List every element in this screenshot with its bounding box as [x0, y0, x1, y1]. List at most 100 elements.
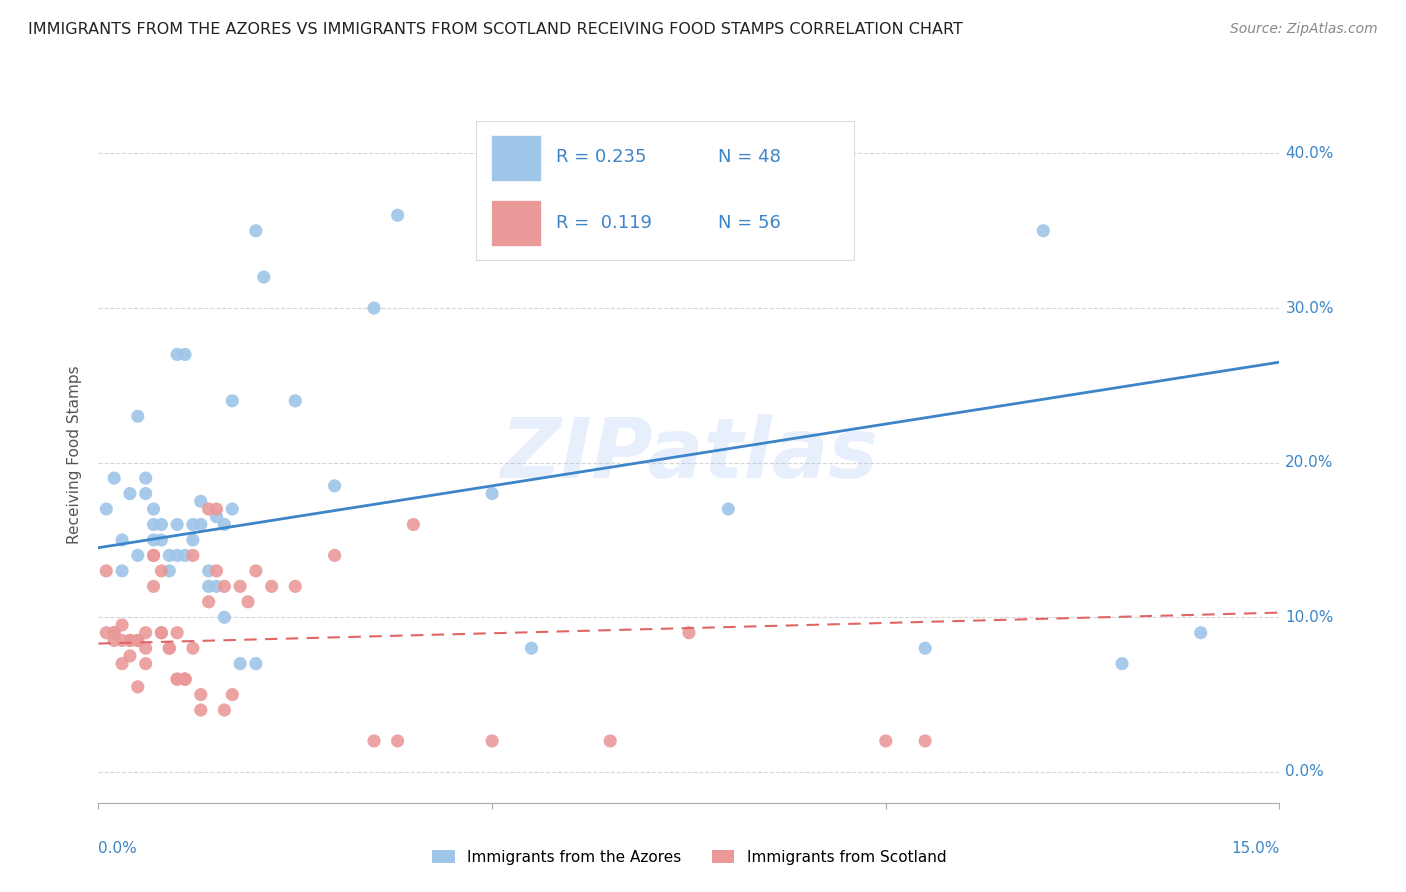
Point [157, 549, 180, 563]
Point [103, 625, 125, 640]
Point [221, 393, 243, 408]
Point [142, 502, 165, 516]
Point [181, 533, 204, 547]
Point [135, 486, 157, 500]
Legend: Immigrants from the Azores, Immigrants from Scotland: Immigrants from the Azores, Immigrants f… [432, 850, 946, 864]
Point [197, 564, 219, 578]
Point [205, 564, 228, 578]
Point [190, 517, 212, 532]
Point [111, 564, 134, 578]
Point [205, 509, 228, 524]
Point [174, 549, 197, 563]
Text: 20.0%: 20.0% [1285, 455, 1334, 470]
Text: 10.0%: 10.0% [1285, 610, 1334, 624]
Point [96, 564, 118, 578]
Point [166, 625, 188, 640]
Point [174, 672, 197, 686]
Point [190, 703, 212, 717]
Text: ZIPatlas: ZIPatlas [501, 415, 877, 495]
Point [166, 672, 188, 686]
Text: 0.0%: 0.0% [98, 841, 138, 856]
Point [181, 517, 204, 532]
Point [118, 633, 141, 648]
Point [205, 502, 228, 516]
Point [157, 564, 180, 578]
Point [678, 625, 700, 640]
Point [118, 633, 141, 648]
Point [245, 224, 267, 238]
Point [481, 486, 503, 500]
Point [103, 471, 125, 485]
Point [1189, 625, 1212, 640]
Point [214, 610, 236, 624]
Point [127, 549, 149, 563]
Point [135, 625, 157, 640]
Point [103, 633, 125, 648]
Point [135, 657, 157, 671]
Point [1111, 657, 1133, 671]
Point [118, 648, 141, 663]
Point [190, 688, 212, 702]
Point [150, 564, 173, 578]
Point [166, 347, 188, 361]
Point [323, 479, 346, 493]
Point [142, 517, 165, 532]
Point [181, 641, 204, 656]
Point [157, 641, 180, 656]
Point [96, 502, 118, 516]
Point [214, 579, 236, 593]
Point [174, 672, 197, 686]
Text: 40.0%: 40.0% [1285, 146, 1334, 161]
Point [96, 625, 118, 640]
Point [118, 486, 141, 500]
Point [402, 517, 425, 532]
Point [135, 471, 157, 485]
Point [111, 657, 134, 671]
Point [363, 734, 385, 748]
Point [142, 549, 165, 563]
Y-axis label: Receiving Food Stamps: Receiving Food Stamps [67, 366, 83, 544]
Point [323, 549, 346, 563]
Point [284, 393, 307, 408]
Point [260, 579, 283, 593]
Point [190, 494, 212, 508]
Point [135, 641, 157, 656]
Point [599, 734, 621, 748]
Point [127, 680, 149, 694]
Point [214, 517, 236, 532]
Point [142, 533, 165, 547]
Point [197, 502, 219, 516]
Point [174, 347, 197, 361]
Point [127, 633, 149, 648]
Point [214, 703, 236, 717]
Point [111, 533, 134, 547]
Point [914, 734, 936, 748]
Point [157, 641, 180, 656]
Point [174, 672, 197, 686]
Point [387, 734, 409, 748]
Point [197, 595, 219, 609]
Point [1032, 224, 1054, 238]
Text: 0.0%: 0.0% [1285, 764, 1324, 780]
Point [221, 688, 243, 702]
Point [181, 549, 204, 563]
Point [150, 625, 173, 640]
Point [150, 533, 173, 547]
Point [111, 618, 134, 632]
Text: IMMIGRANTS FROM THE AZORES VS IMMIGRANTS FROM SCOTLAND RECEIVING FOOD STAMPS COR: IMMIGRANTS FROM THE AZORES VS IMMIGRANTS… [28, 22, 963, 37]
Point [914, 641, 936, 656]
Point [229, 579, 252, 593]
Point [245, 657, 267, 671]
Point [205, 579, 228, 593]
Point [166, 672, 188, 686]
Point [221, 502, 243, 516]
Point [229, 657, 252, 671]
Point [150, 625, 173, 640]
Point [717, 502, 740, 516]
Point [103, 625, 125, 640]
Point [245, 564, 267, 578]
Point [111, 633, 134, 648]
Point [520, 641, 543, 656]
Text: Source: ZipAtlas.com: Source: ZipAtlas.com [1230, 22, 1378, 37]
Point [150, 517, 173, 532]
